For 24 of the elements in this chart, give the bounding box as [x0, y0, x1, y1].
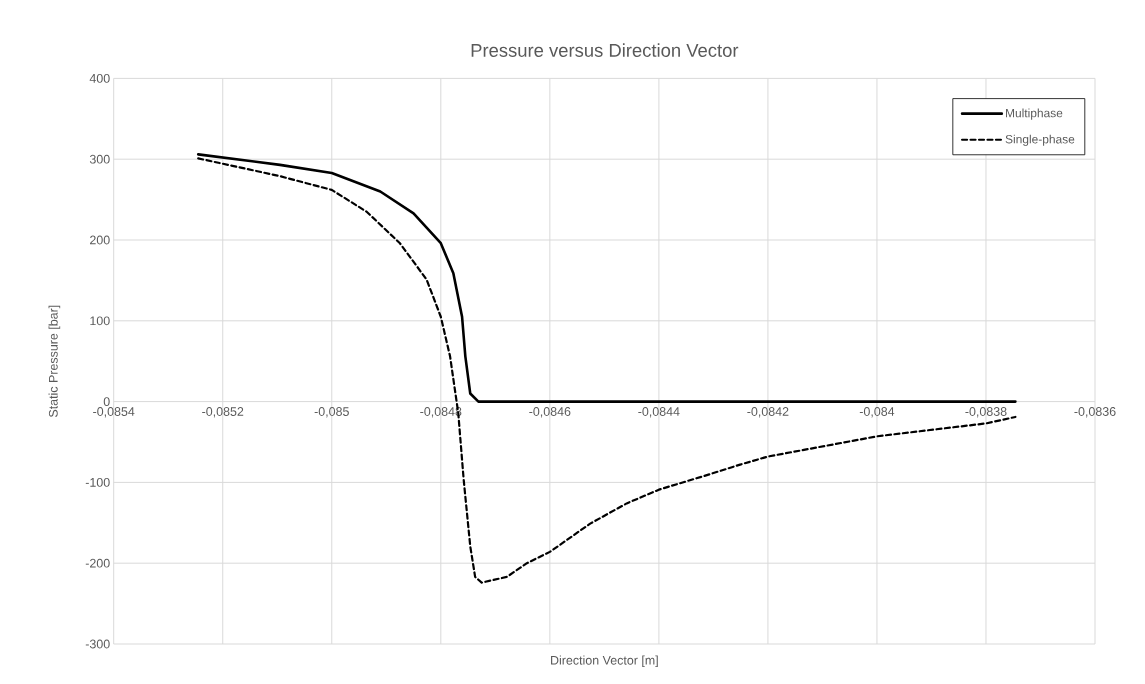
- y-tick-label: -100: [85, 478, 110, 487]
- y-tick-label: -300: [85, 639, 110, 649]
- chart-title: Pressure versus Direction Vector: [471, 43, 739, 57]
- line-series: [197, 157, 1017, 584]
- x-tick-label: -0,085: [314, 407, 349, 418]
- y-axis-title: Static Pressure [bar]: [48, 305, 61, 418]
- y-tick-label: 100: [90, 316, 110, 326]
- x-tick-label: -0,0852: [202, 407, 244, 418]
- y-tick-label: 300: [89, 154, 110, 164]
- x-tick-label: -0,0836: [1074, 407, 1116, 418]
- x-tick-label: -0,0854: [93, 407, 135, 418]
- x-axis-title: Direction Vector [m]: [551, 655, 658, 668]
- y-tick-label: 400: [89, 74, 110, 83]
- x-tick-label: -0,084: [859, 407, 895, 418]
- y-tick-label: -200: [85, 558, 110, 568]
- legend-label: Single-phase: [1005, 134, 1075, 146]
- legend-label: Multiphase: [1006, 108, 1063, 120]
- y-tick-label: 0: [103, 397, 110, 407]
- x-tick-label: -0,0844: [638, 407, 680, 418]
- x-tick-label: -0,0848: [420, 407, 462, 418]
- x-tick-label: -0,0838: [965, 407, 1007, 418]
- x-tick-label: -0,0846: [529, 407, 571, 418]
- x-tick-label: -0,0842: [747, 407, 789, 418]
- y-tick-label: 200: [90, 235, 110, 245]
